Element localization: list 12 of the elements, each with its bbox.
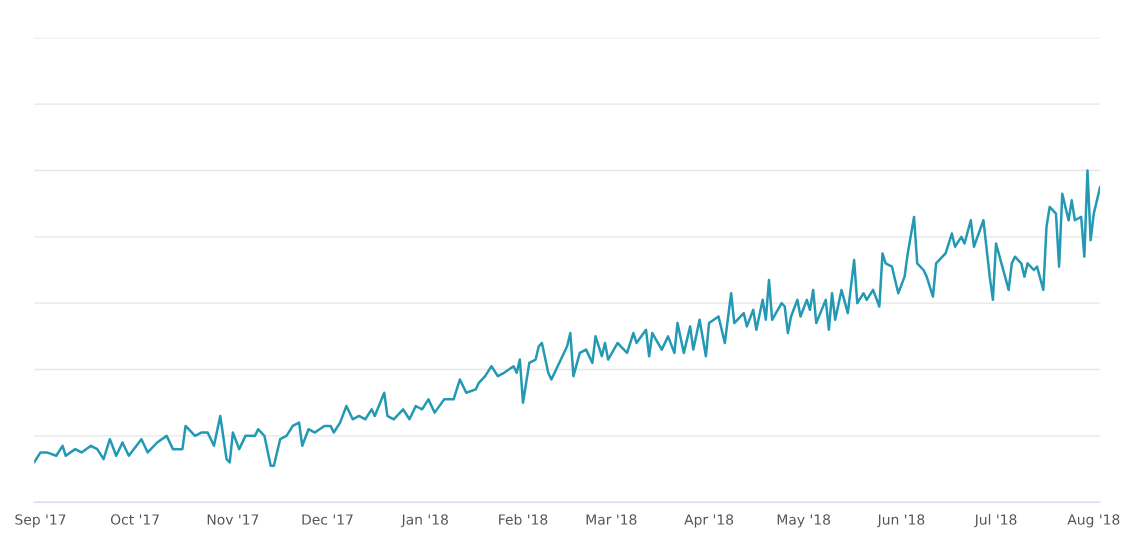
x-tick-label: Oct '17 <box>110 514 159 525</box>
x-tick-label: Feb '18 <box>499 514 548 525</box>
x-tick-label: Apr '18 <box>684 514 734 528</box>
x-tick-label: Dec '17 <box>302 514 353 525</box>
x-tick-label: Sep '17 <box>15 514 66 528</box>
x-tick-label: Mar '18 <box>586 514 637 525</box>
x-tick-label: Aug '18 <box>1067 514 1120 528</box>
x-tick-label: Jun '18 <box>876 514 925 528</box>
x-tick-label: Nov '17 <box>207 514 259 525</box>
x-tick-label: May '18 <box>777 514 831 528</box>
x-tick-label: Jul '18 <box>973 514 1017 528</box>
x-tick-label: Jan '18 <box>400 514 448 528</box>
